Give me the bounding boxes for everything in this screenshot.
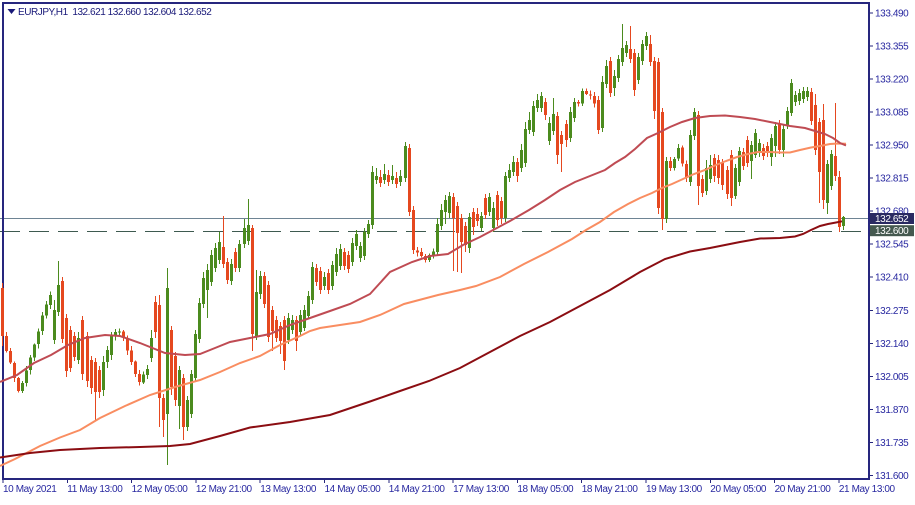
svg-text:12 May 05:00: 12 May 05:00 — [132, 484, 189, 495]
svg-text:133.490: 133.490 — [875, 9, 909, 20]
svg-text:21 May 13:00: 21 May 13:00 — [839, 484, 896, 495]
svg-text:132.680: 132.680 — [875, 207, 909, 218]
svg-text:131.735: 131.735 — [875, 438, 909, 449]
svg-text:131.600: 131.600 — [875, 471, 909, 482]
svg-text:133.085: 133.085 — [875, 108, 909, 119]
svg-text:133.355: 133.355 — [875, 42, 909, 53]
svg-text:EURJPY,H1 132.621 132.660 132: EURJPY,H1 132.621 132.660 132.604 132.65… — [18, 7, 212, 18]
svg-text:19 May 13:00: 19 May 13:00 — [646, 484, 703, 495]
svg-text:132.950: 132.950 — [875, 141, 909, 152]
svg-text:132.275: 132.275 — [875, 306, 909, 317]
svg-text:132.005: 132.005 — [875, 372, 909, 383]
svg-text:20 May 05:00: 20 May 05:00 — [710, 484, 767, 495]
svg-text:18 May 21:00: 18 May 21:00 — [582, 484, 639, 495]
svg-text:131.870: 131.870 — [875, 405, 909, 416]
svg-text:10 May 2021: 10 May 2021 — [3, 484, 57, 495]
svg-text:18 May 05:00: 18 May 05:00 — [517, 484, 574, 495]
svg-text:132.410: 132.410 — [875, 273, 909, 284]
svg-text:132.815: 132.815 — [875, 174, 909, 185]
svg-text:17 May 13:00: 17 May 13:00 — [453, 484, 510, 495]
svg-text:20 May 21:00: 20 May 21:00 — [775, 484, 832, 495]
svg-text:14 May 05:00: 14 May 05:00 — [325, 484, 382, 495]
svg-text:14 May 21:00: 14 May 21:00 — [389, 484, 446, 495]
svg-text:133.220: 133.220 — [875, 75, 909, 86]
svg-text:11 May 13:00: 11 May 13:00 — [67, 484, 123, 495]
svg-text:132.600: 132.600 — [875, 226, 909, 237]
svg-text:132.140: 132.140 — [875, 339, 909, 350]
svg-text:132.652: 132.652 — [875, 214, 909, 225]
svg-text:132.545: 132.545 — [875, 240, 909, 251]
svg-text:12 May 21:00: 12 May 21:00 — [196, 484, 253, 495]
svg-text:13 May 13:00: 13 May 13:00 — [260, 484, 317, 495]
